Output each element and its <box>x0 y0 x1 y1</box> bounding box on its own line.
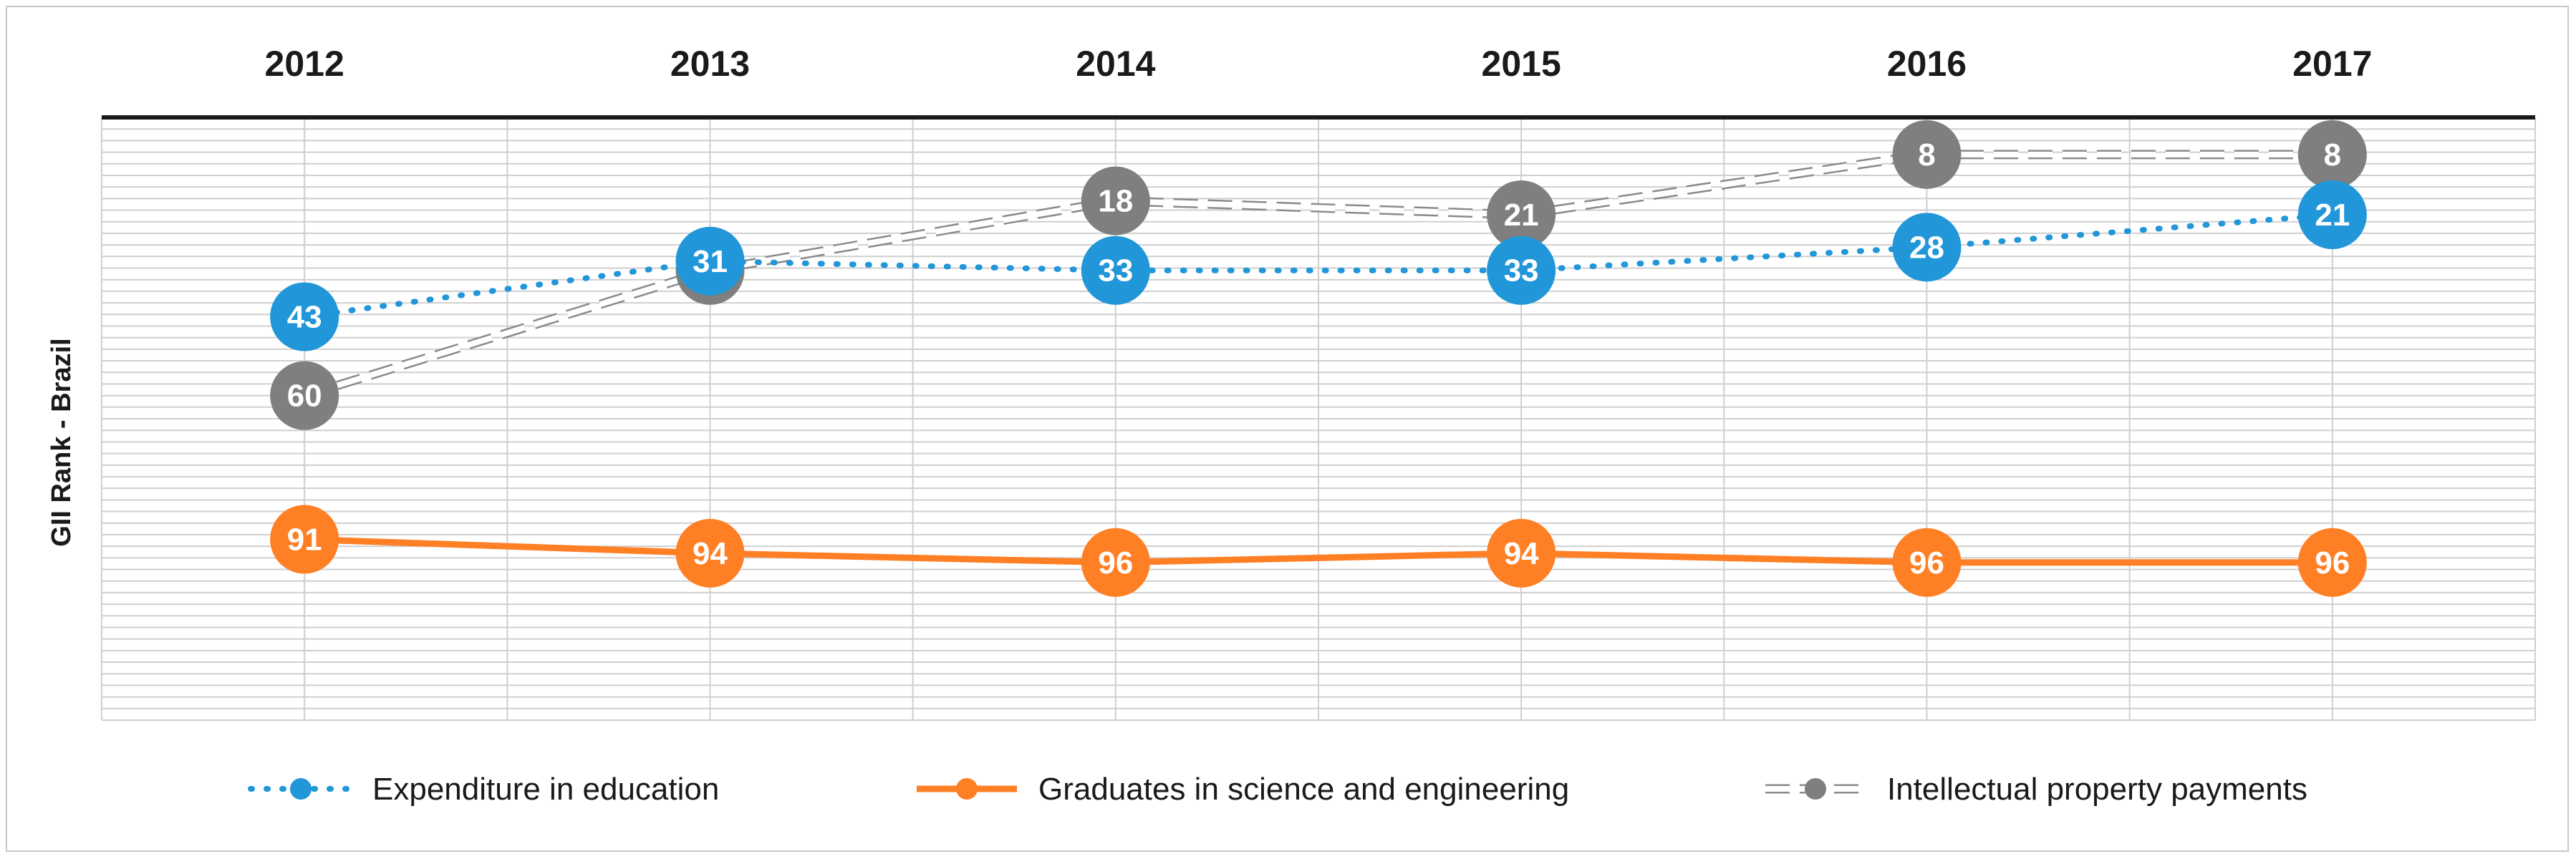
legend: Expenditure in education Graduates in sci… <box>248 772 2307 807</box>
data-label: 31 <box>693 244 728 279</box>
data-point <box>270 505 339 574</box>
series-1: 91 94 96 94 96 96 <box>270 505 2367 597</box>
series-line <box>304 535 2333 566</box>
data-point <box>2297 120 2367 189</box>
data-point <box>270 282 339 351</box>
x-tick-label: 2016 <box>1887 44 1967 84</box>
data-point <box>1487 236 1556 305</box>
x-tick-label: 2014 <box>1076 44 1155 84</box>
data-point <box>675 226 745 296</box>
data-label: 18 <box>1098 184 1133 219</box>
data-point <box>1081 236 1150 305</box>
x-tick-label: 2017 <box>2292 44 2372 84</box>
data-label: 8 <box>2324 137 2341 173</box>
x-tick-label: 2012 <box>265 44 344 84</box>
data-label: 21 <box>2315 198 2350 233</box>
legend-label: Graduates in science and engineering <box>1038 772 1569 807</box>
data-label: 96 <box>2315 545 2350 581</box>
legend-item: Expenditure in education <box>248 772 719 807</box>
series-layer: 60 33 18 21 8 8 43 31 33 33 28 21 91 94 96 94 96 96 <box>270 120 2367 597</box>
legend-label: Expenditure in education <box>372 772 719 807</box>
data-label: 21 <box>1504 198 1539 233</box>
legend-item: Intellectual property payments <box>1765 772 2307 807</box>
gridlines <box>101 115 2536 721</box>
chart-frame: 2012 2013 2014 2015 2016 2017 60 33 18 21 8 8 43 31 3… <box>6 6 2569 852</box>
data-label: 96 <box>1098 545 1133 581</box>
data-label: 96 <box>1909 545 1944 581</box>
legend-marker <box>290 778 312 800</box>
data-point <box>1487 180 1556 250</box>
legend-label: Intellectual property payments <box>1887 772 2307 807</box>
data-label: 43 <box>287 300 322 335</box>
data-label: 91 <box>287 522 322 557</box>
legend-marker <box>956 778 978 800</box>
data-point <box>1081 166 1150 236</box>
data-point <box>270 361 339 430</box>
data-point <box>1892 528 1962 597</box>
line-chart: 2012 2013 2014 2015 2016 2017 60 33 18 21 8 8 43 31 3… <box>47 44 2536 807</box>
legend-item: Graduates in science and engineering <box>917 772 1569 807</box>
x-tick-label: 2013 <box>670 44 750 84</box>
data-label: 60 <box>287 379 322 414</box>
data-point <box>1892 120 1962 189</box>
data-point <box>2297 180 2367 250</box>
data-label: 33 <box>1098 253 1133 288</box>
data-label: 94 <box>1504 536 1539 571</box>
x-tick-label: 2015 <box>1482 44 1561 84</box>
x-axis: 2012 2013 2014 2015 2016 2017 <box>265 44 2373 84</box>
data-point <box>1892 213 1962 282</box>
series-0: 43 31 33 33 28 21 <box>270 180 2367 351</box>
data-label: 8 <box>1918 137 1935 173</box>
y-axis-label: GII Rank - Brazil <box>47 338 77 546</box>
data-label: 94 <box>693 536 728 571</box>
data-label: 28 <box>1909 230 1944 265</box>
series-line-inner <box>303 151 2333 399</box>
data-point <box>675 518 745 588</box>
data-point <box>2297 528 2367 597</box>
data-label: 33 <box>1504 253 1539 288</box>
legend-marker <box>1805 778 1826 800</box>
data-point <box>1487 518 1556 588</box>
data-point <box>1081 528 1150 597</box>
